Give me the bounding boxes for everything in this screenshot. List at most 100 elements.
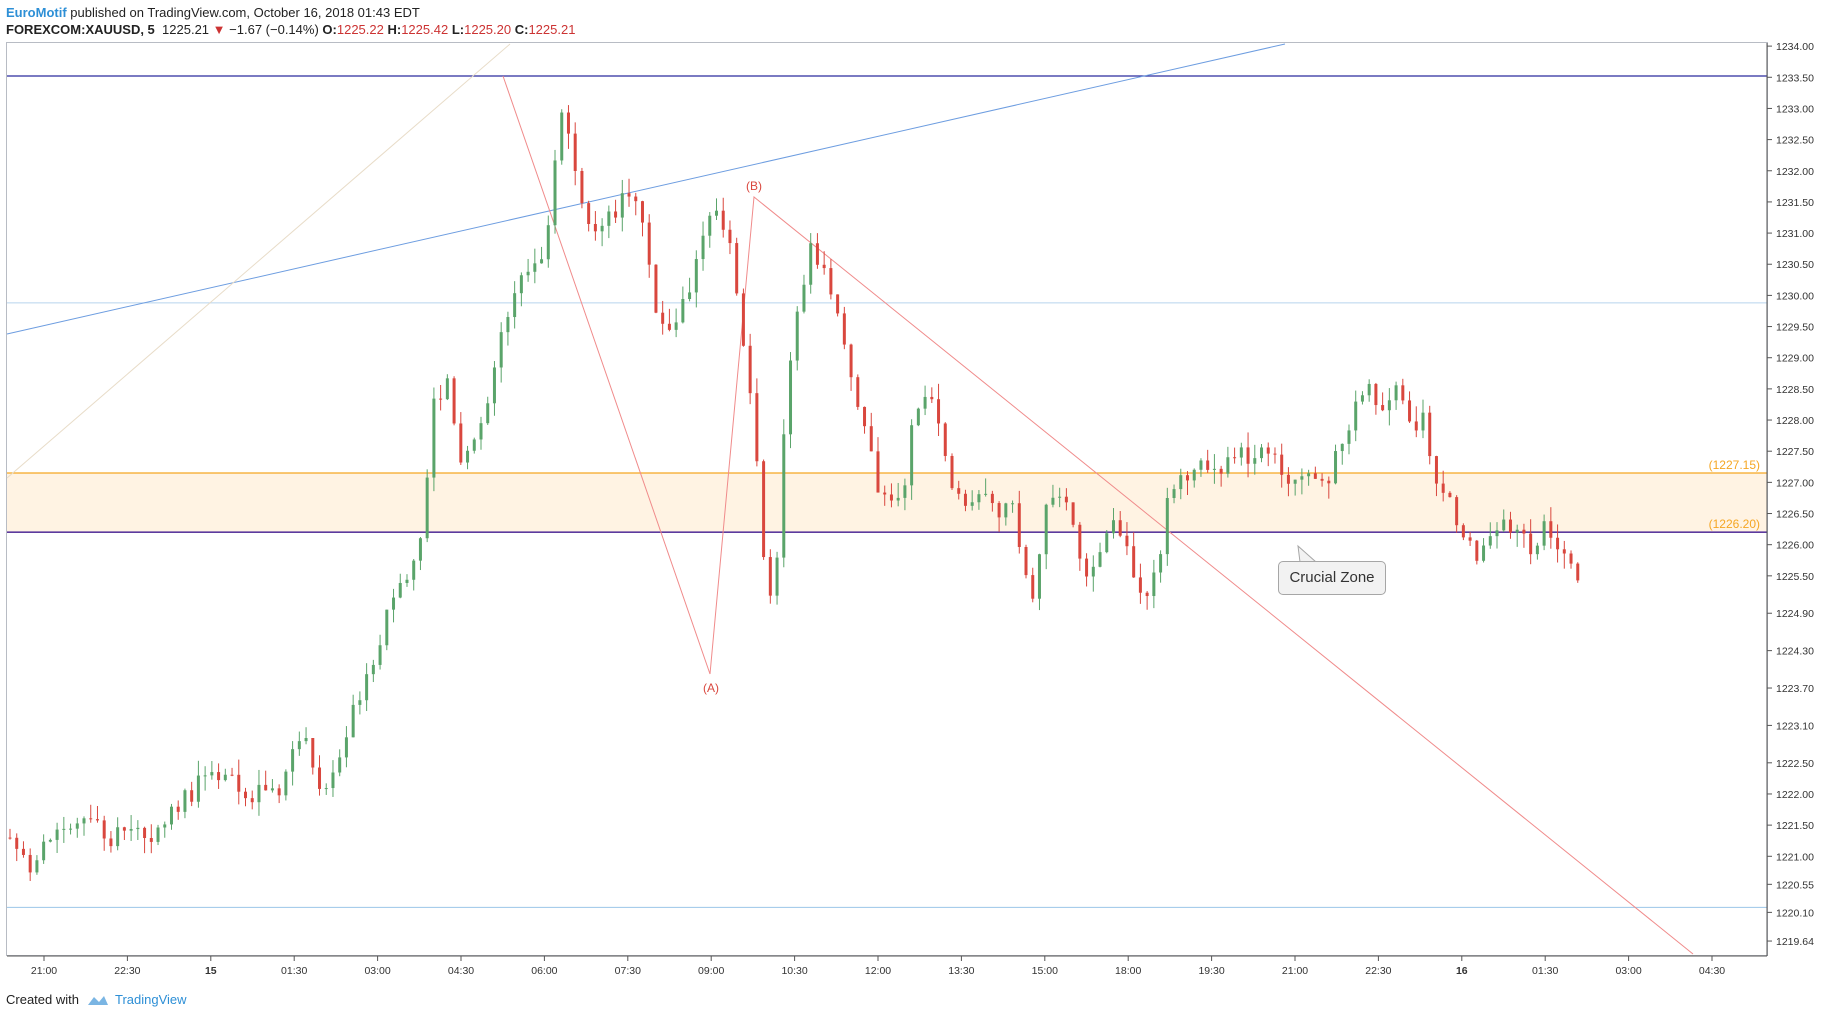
candle-body <box>795 311 799 361</box>
candle-body <box>35 860 39 873</box>
candle-body <box>1098 552 1102 567</box>
candle-body <box>28 854 32 873</box>
open-value: 1225.22 <box>336 22 384 37</box>
candle-body <box>1280 454 1284 475</box>
x-tick-label: 04:30 <box>448 965 474 977</box>
candle-body <box>883 492 887 495</box>
candle-body <box>923 396 927 409</box>
x-tick-label: 03:00 <box>1615 965 1641 977</box>
callout-text: Crucial Zone <box>1289 569 1375 586</box>
candle-body <box>1165 498 1169 555</box>
candle-body <box>1300 476 1304 480</box>
y-tick-label: 1223.10 <box>1776 720 1814 732</box>
candle-body <box>836 294 840 314</box>
candle-body <box>748 345 752 394</box>
candle-body <box>223 774 227 781</box>
candle-body <box>566 112 570 134</box>
candle-body <box>1313 473 1317 479</box>
candle-body <box>122 827 126 831</box>
candle-body <box>728 229 732 244</box>
symbol-label[interactable]: FOREXCOM:XAUUSD, 5 <box>6 22 155 37</box>
candle-body <box>1011 503 1015 505</box>
candle-body <box>553 160 557 226</box>
candle-body <box>324 788 328 790</box>
candle-body <box>432 398 436 478</box>
x-tick-label: 12:00 <box>865 965 891 977</box>
candle-body <box>1394 385 1398 401</box>
candle-body <box>291 749 295 772</box>
close-label: C: <box>514 22 529 37</box>
candle-body <box>492 367 496 404</box>
y-tick-label: 1229.00 <box>1776 353 1814 365</box>
candle-body <box>284 771 288 796</box>
candle-body <box>466 450 470 463</box>
candle-body <box>1562 549 1566 554</box>
footer: Created with TradingView <box>6 992 187 1007</box>
y-tick-label: 1229.50 <box>1776 322 1814 334</box>
candle-body <box>1576 563 1580 581</box>
candle-body <box>439 398 443 400</box>
candle-body <box>156 827 160 842</box>
candle-body <box>257 784 261 803</box>
candle-body <box>546 225 550 260</box>
y-tick-label: 1228.50 <box>1776 384 1814 396</box>
candle-body <box>445 378 449 400</box>
candle-body <box>69 828 73 830</box>
candle-body <box>950 455 954 489</box>
candle-body <box>721 210 725 230</box>
candle-body <box>755 393 759 462</box>
candle-body <box>741 293 745 346</box>
candle-body <box>990 493 994 504</box>
candle-body <box>930 396 934 400</box>
candle-body <box>412 560 416 580</box>
y-tick-label: 1232.00 <box>1776 166 1814 178</box>
candle-body <box>513 293 517 318</box>
author-link[interactable]: EuroMotif <box>6 5 67 20</box>
y-tick-label: 1231.00 <box>1776 228 1814 240</box>
x-tick-label: 03:00 <box>364 965 390 977</box>
y-tick-label: 1219.64 <box>1776 936 1814 948</box>
y-tick-label: 1230.00 <box>1776 290 1814 302</box>
candle-body <box>21 848 25 855</box>
candle-body <box>116 827 120 847</box>
candle-body <box>425 477 429 539</box>
candle-body <box>55 829 59 840</box>
x-tick-label: 09:00 <box>698 965 724 977</box>
candle-body <box>8 837 12 839</box>
candle-body <box>876 451 880 493</box>
candle-body <box>506 317 510 333</box>
candle-body <box>1212 468 1216 470</box>
y-tick-label: 1233.50 <box>1776 72 1814 84</box>
candle-body <box>600 225 604 232</box>
candle-body <box>264 784 268 791</box>
candle-body <box>573 133 577 171</box>
candle-body <box>1132 546 1136 578</box>
low-label: L: <box>451 22 465 37</box>
y-tick-label: 1226.50 <box>1776 509 1814 521</box>
candle-body <box>405 579 409 583</box>
candle-body <box>1159 554 1163 573</box>
y-tick-label: 1231.50 <box>1776 197 1814 209</box>
candle-body <box>1206 460 1210 470</box>
candle-body <box>782 434 786 558</box>
zone-bottom-label: (1226.20) <box>1709 517 1760 531</box>
candle-body <box>1360 395 1364 402</box>
y-tick-label: 1232.50 <box>1776 135 1814 147</box>
candle-body <box>1051 497 1055 505</box>
x-tick-label: 06:00 <box>531 965 557 977</box>
candle-body <box>809 243 813 285</box>
candle-body <box>1542 521 1546 546</box>
tradingview-link[interactable]: TradingView <box>114 992 187 1007</box>
candle-body <box>694 259 698 293</box>
candle-body <box>768 557 772 596</box>
x-tick-label: 15 <box>205 965 217 977</box>
candle-body <box>270 788 274 791</box>
candle-body <box>318 767 322 789</box>
candle-body <box>244 791 247 799</box>
crucial-zone-callout[interactable]: Crucial Zone <box>1278 561 1386 595</box>
candle-body <box>1522 529 1526 534</box>
candle-body <box>378 645 382 665</box>
candle-body <box>957 488 961 494</box>
candle-body <box>789 360 793 435</box>
